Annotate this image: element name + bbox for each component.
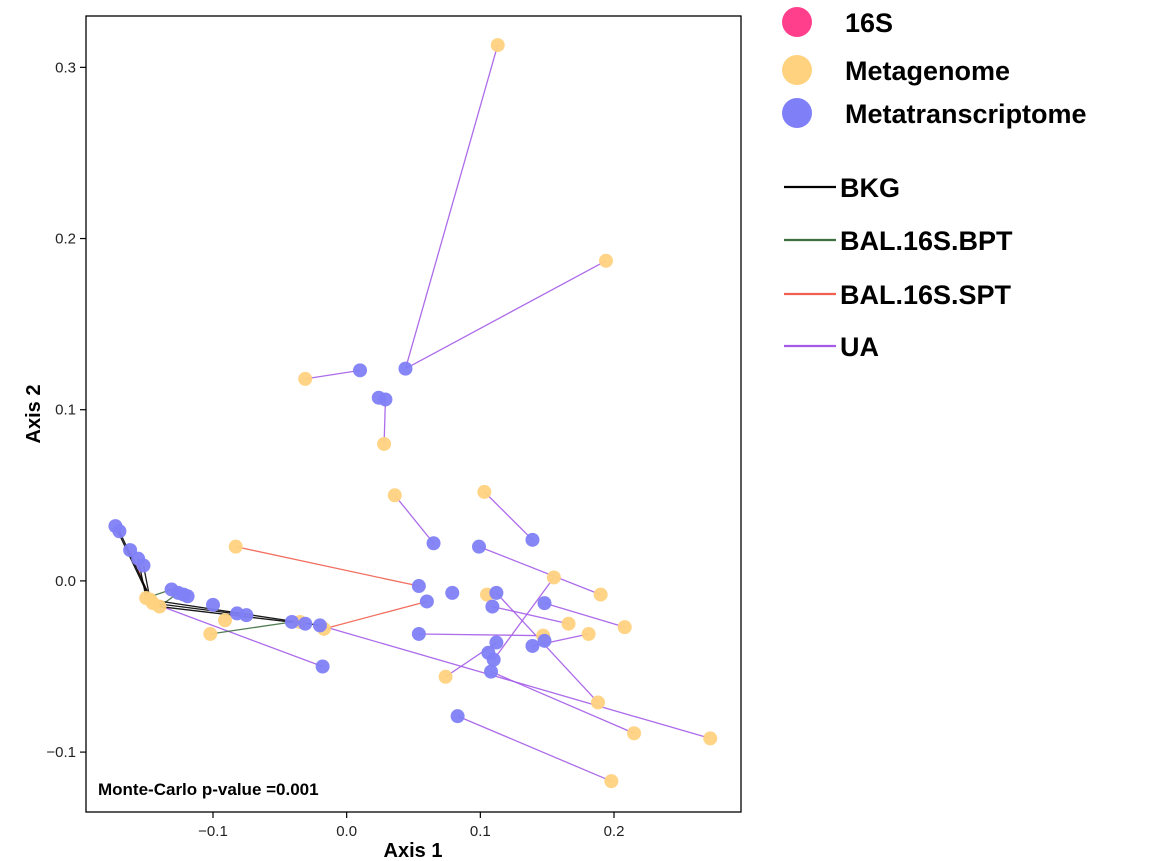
metagenome-point — [218, 613, 233, 628]
metagenome-point — [561, 616, 576, 631]
legend-marker-metatranscriptome — [782, 98, 812, 128]
metagenome-point — [598, 253, 613, 268]
legend-label: Metagenome — [845, 56, 1010, 86]
metagenome-point — [438, 669, 453, 684]
y-tick-label: 0.3 — [55, 59, 76, 76]
metagenome-point — [604, 774, 619, 789]
y-tick-label: 0.0 — [55, 573, 76, 590]
metatranscriptome-point — [445, 585, 460, 600]
y-tick-label: 0.1 — [55, 402, 76, 419]
segment-ua — [404, 44, 499, 369]
legend: 16S Metagenome Metatranscriptome BKG BAL.16S… — [782, 7, 1087, 362]
metatranscriptome-point — [312, 618, 327, 633]
metagenome-point — [228, 539, 243, 554]
segment-bal-16s-bpt — [210, 621, 292, 635]
segment-ua — [305, 369, 361, 380]
y-tick-label: 0.2 — [55, 231, 76, 248]
metatranscriptome-point — [239, 608, 254, 623]
segment-ua — [152, 602, 323, 668]
metagenome-point — [590, 695, 605, 710]
metagenome-point — [703, 731, 718, 746]
segment-ua — [483, 491, 533, 541]
metatranscriptome-point — [537, 633, 552, 648]
segment-ua — [544, 602, 625, 628]
metatranscriptome-point — [484, 664, 499, 679]
metatranscriptome-point — [472, 539, 486, 554]
metatranscriptome-point — [426, 536, 441, 551]
segment-ua — [495, 592, 599, 703]
metatranscriptome-point — [525, 638, 540, 653]
y-axis: −0.1 0.0 0.1 0.2 0.3 — [46, 59, 86, 761]
points-layer — [108, 38, 718, 789]
metatranscriptome-point — [136, 558, 151, 573]
x-tick-label: −0.1 — [198, 823, 228, 840]
legend-marker-metagenome — [782, 55, 812, 85]
legend-label: 16S — [845, 8, 893, 38]
metatranscriptome-point — [450, 709, 465, 724]
metagenome-point — [581, 626, 596, 641]
metatranscriptome-point — [419, 594, 434, 609]
metatranscriptome-point — [205, 597, 220, 612]
metagenome-point — [627, 726, 642, 741]
legend-label: BKG — [840, 173, 900, 203]
metatranscriptome-point — [485, 599, 500, 614]
metagenome-point — [546, 570, 561, 585]
metagenome-point — [593, 587, 608, 602]
metagenome-point — [298, 371, 313, 386]
legend-marker-16s — [782, 7, 812, 37]
metatranscriptome-point — [112, 524, 127, 539]
metagenome-point — [490, 38, 505, 53]
legend-label: UA — [840, 332, 879, 362]
metagenome-point — [152, 599, 167, 614]
segment-ua — [383, 399, 387, 444]
segment-ua — [418, 633, 544, 637]
plot-frame — [85, 15, 742, 813]
legend-label: BAL.16S.BPT — [840, 226, 1013, 256]
metagenome-point — [377, 436, 392, 451]
x-axis-title: Axis 1 — [384, 840, 443, 861]
plot-area: Monte-Carlo p-value =0.001 — [85, 15, 742, 813]
metagenome-point — [203, 626, 218, 641]
metatranscriptome-point — [486, 652, 501, 667]
metatranscriptome-point — [489, 585, 504, 600]
y-tick-label: −0.1 — [46, 744, 76, 761]
metatranscriptome-point — [411, 626, 426, 641]
y-axis-title: Axis 2 — [23, 385, 45, 444]
metatranscriptome-point — [180, 589, 195, 604]
metatranscriptome-point — [398, 361, 413, 376]
x-tick-label: 0.2 — [604, 823, 625, 840]
metagenome-point — [387, 488, 402, 503]
legend-label: Metatranscriptome — [845, 99, 1087, 129]
p-value-annotation: Monte-Carlo p-value =0.001 — [98, 780, 319, 799]
segment-ua — [492, 605, 569, 625]
metagenome-point — [477, 484, 492, 499]
x-axis: −0.1 0.0 0.1 0.2 — [198, 812, 624, 840]
metatranscriptome-point — [378, 392, 393, 407]
segment-ua — [394, 494, 435, 544]
metatranscriptome-point — [315, 659, 330, 674]
metatranscriptome-point — [489, 635, 504, 650]
segment-ua — [478, 546, 601, 596]
segment-ua — [493, 577, 555, 661]
metatranscriptome-point — [298, 616, 313, 631]
segment-bal-16s-spt — [323, 600, 428, 630]
x-tick-label: 0.0 — [336, 823, 357, 840]
metatranscriptome-point — [284, 614, 299, 629]
segment-ua — [405, 260, 607, 370]
metatranscriptome-point — [353, 363, 368, 378]
x-tick-label: 0.1 — [470, 823, 491, 840]
metatranscriptome-point — [525, 532, 540, 547]
segment-bal-16s-spt — [235, 546, 419, 587]
metatranscriptome-point — [411, 579, 426, 594]
segment-ua — [457, 715, 612, 782]
legend-label: BAL.16S.SPT — [840, 280, 1012, 310]
metagenome-point — [617, 620, 632, 635]
metatranscriptome-point — [537, 596, 552, 611]
segment-ua — [319, 624, 711, 740]
